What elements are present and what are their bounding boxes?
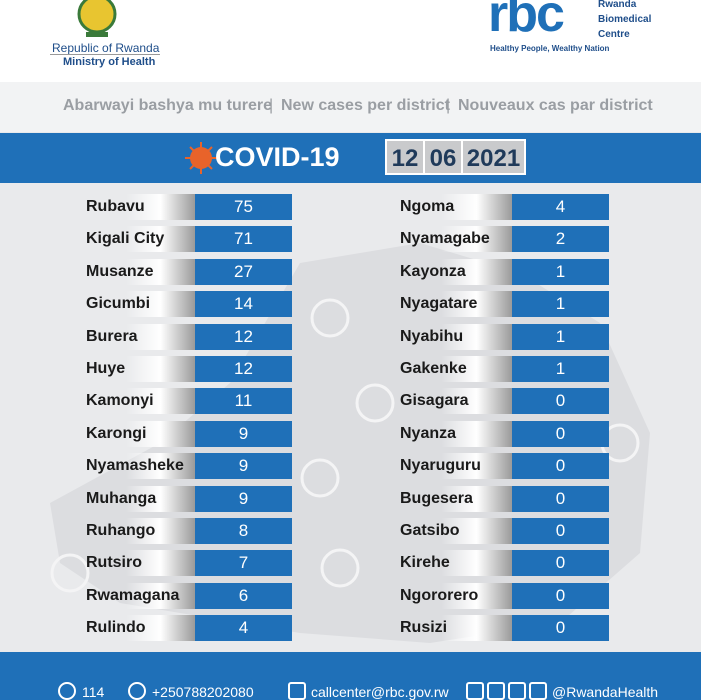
handle: @RwandaHealth (552, 684, 659, 700)
district-name: Rusizi (394, 615, 512, 642)
district-name: Rubavu (80, 194, 195, 220)
district-name: Nyabihu (394, 323, 512, 350)
social-icon (466, 682, 484, 700)
subtitle-en: New cases per district (281, 97, 450, 114)
subtitle-rw: Abarwayi bashya mu turere (63, 97, 272, 114)
case-count: 12 (195, 356, 292, 382)
emblem (77, 0, 117, 37)
case-count: 0 (512, 420, 609, 447)
district-name: Huye (80, 356, 195, 382)
rbc-name: Rwanda Biomedical Centre (598, 0, 651, 42)
map-background (50, 243, 650, 643)
district-name: Muhanga (80, 485, 195, 512)
district-name: Rutsiro (80, 550, 195, 577)
district-name: Nyamasheke (80, 453, 195, 480)
district-name: Gisagara (394, 388, 512, 415)
date-year: 2021 (461, 139, 526, 175)
case-count: 12 (195, 323, 292, 350)
case-count: 71 (195, 226, 292, 253)
case-count: 4 (512, 194, 609, 220)
case-count: 1 (512, 323, 609, 350)
header: Republic of Rwanda Ministry of Health rb… (0, 0, 701, 82)
social-icon (487, 682, 505, 700)
district-name: Nyagatare (394, 291, 512, 318)
whatsapp-icon (128, 682, 146, 700)
date-day: 12 (385, 139, 425, 175)
email: callcenter@rbc.gov.rw (311, 684, 449, 700)
district-name: Kamonyi (80, 388, 195, 415)
email-icon (288, 682, 306, 700)
rbc-logo: rbc (488, 0, 565, 43)
case-count: 1 (512, 356, 609, 382)
social-icon (529, 682, 547, 700)
district-name: Rulindo (80, 615, 195, 642)
district-name: Nyamagabe (394, 226, 512, 253)
district-name: Nyaruguru (394, 453, 512, 480)
case-count: 0 (512, 453, 609, 480)
district-name: Ngoma (394, 194, 512, 220)
case-count: 11 (195, 388, 292, 415)
subtitle-band: Abarwayi bashya mu turere | New cases pe… (0, 82, 701, 132)
case-count: 1 (512, 258, 609, 285)
district-name: Ngororero (394, 582, 512, 609)
footer (0, 652, 701, 700)
district-name: Burera (80, 323, 195, 350)
virus-icon (185, 142, 217, 174)
case-count: 7 (195, 550, 292, 577)
case-count: 9 (195, 453, 292, 480)
rbc-name-line: Biomedical (598, 14, 652, 25)
case-count: 0 (512, 615, 609, 642)
org-name: Republic of Rwanda (52, 41, 160, 55)
case-count: 9 (195, 485, 292, 512)
rbc-name-line: Centre (598, 29, 630, 40)
rbc-name-line: Rwanda (598, 0, 637, 10)
case-count: 0 (512, 485, 609, 512)
ministry: Ministry of Health (63, 56, 156, 68)
case-count: 0 (512, 582, 609, 609)
district-name: Kirehe (394, 550, 512, 577)
district-name: Gatsibo (394, 518, 512, 544)
district-name: Bugesera (394, 485, 512, 512)
case-count: 75 (195, 194, 292, 220)
hotline: 114 (82, 684, 105, 700)
subtitle-fr: Nouveaux cas par district (458, 97, 653, 114)
banner (0, 133, 701, 183)
case-count: 9 (195, 420, 292, 447)
case-count: 4 (195, 615, 292, 642)
case-count: 8 (195, 518, 292, 544)
district-name: Karongi (80, 420, 195, 447)
district-name: Gicumbi (80, 291, 195, 318)
case-count: 14 (195, 291, 292, 318)
phone-icon (58, 682, 76, 700)
case-count: 6 (195, 582, 292, 609)
tagline: Healthy People, Wealthy Nation (490, 44, 610, 53)
social-icon (508, 682, 526, 700)
case-count: 0 (512, 388, 609, 415)
district-name: Rwamagana (80, 582, 195, 609)
district-name: Gakenke (394, 356, 512, 382)
banner-title: COVID-19 (215, 142, 340, 172)
district-name: Kayonza (394, 258, 512, 285)
case-count: 0 (512, 518, 609, 544)
district-name: Kigali City (80, 226, 195, 253)
district-name: Ruhango (80, 518, 195, 544)
case-count: 2 (512, 226, 609, 253)
district-name: Musanze (80, 258, 195, 285)
date-month: 06 (423, 139, 463, 175)
case-count: 27 (195, 258, 292, 285)
case-count: 1 (512, 291, 609, 318)
case-count: 0 (512, 550, 609, 577)
phone-number: +250788202080 (152, 684, 254, 700)
district-name: Nyanza (394, 420, 512, 447)
